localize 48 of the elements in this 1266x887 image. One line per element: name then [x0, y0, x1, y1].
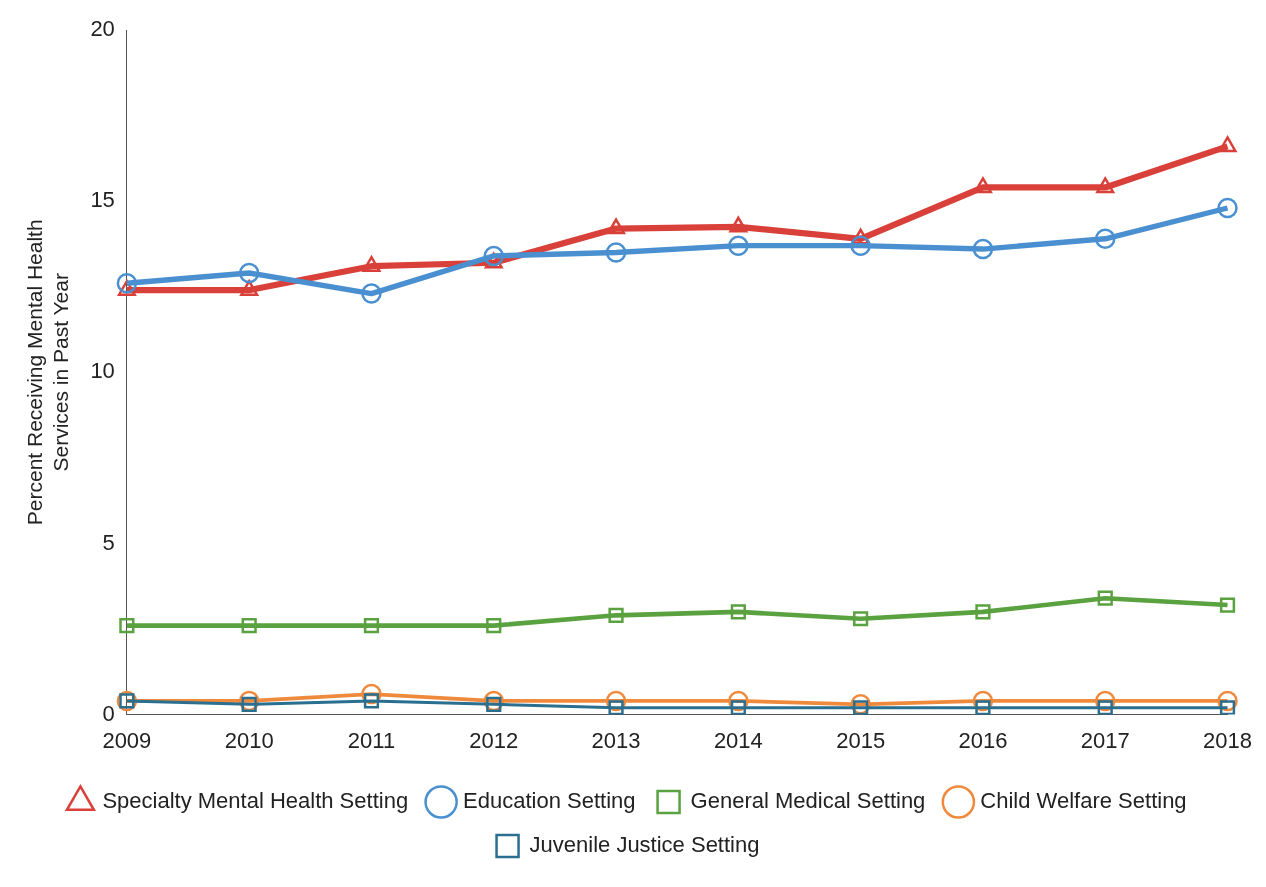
- legend-label: General Medical Setting: [690, 788, 926, 814]
- point: [1218, 136, 1237, 153]
- point: [1096, 177, 1115, 194]
- point: [1097, 590, 1113, 606]
- point: [728, 235, 749, 256]
- point: [238, 262, 260, 284]
- y-tick-label: 10: [90, 358, 115, 384]
- x-tick-label: 2014: [713, 727, 763, 753]
- point: [608, 607, 624, 623]
- point: [362, 255, 381, 272]
- point: [972, 238, 994, 260]
- point: [850, 235, 871, 256]
- y-tick-label: 5: [102, 529, 115, 555]
- point: [1219, 597, 1236, 613]
- x-tick-label: 2017: [1080, 727, 1130, 753]
- x-tick-label: 2013: [591, 727, 641, 753]
- x-tick-label: 2010: [224, 727, 274, 753]
- x-tick-label: 2009: [102, 727, 152, 753]
- legend-label: Juvenile Justice Setting: [529, 832, 760, 858]
- point: [361, 283, 382, 304]
- point: [605, 242, 627, 263]
- point: [973, 177, 992, 194]
- y-axis-title: Percent Receiving Mental Health Services in Past Year: [23, 219, 72, 526]
- y-tick-label: 15: [90, 187, 115, 213]
- point: [730, 604, 746, 620]
- point: [1094, 228, 1116, 250]
- point: [483, 245, 505, 267]
- point: [363, 617, 380, 634]
- x-tick-label: 2011: [347, 727, 396, 753]
- point: [240, 279, 259, 296]
- x-tick-label: 2016: [958, 727, 1008, 753]
- point: [119, 617, 135, 634]
- y-tick-label: 20: [90, 16, 115, 42]
- x-tick-label: 2015: [836, 727, 886, 753]
- point: [607, 218, 626, 235]
- y-tick-label: 0: [102, 700, 115, 726]
- point: [116, 273, 138, 294]
- x-tick-label: 2018: [1203, 727, 1253, 753]
- legend-label: Specialty Mental Health Setting: [102, 788, 409, 814]
- point: [975, 604, 991, 620]
- x-tick-label: 2012: [469, 727, 519, 753]
- point: [729, 216, 748, 233]
- point: [486, 617, 502, 634]
- legend-label: Education Setting: [463, 788, 636, 814]
- point: [853, 611, 869, 627]
- point: [241, 617, 257, 634]
- point: [1217, 197, 1238, 219]
- legend-label: Child Welfare Setting: [980, 788, 1187, 814]
